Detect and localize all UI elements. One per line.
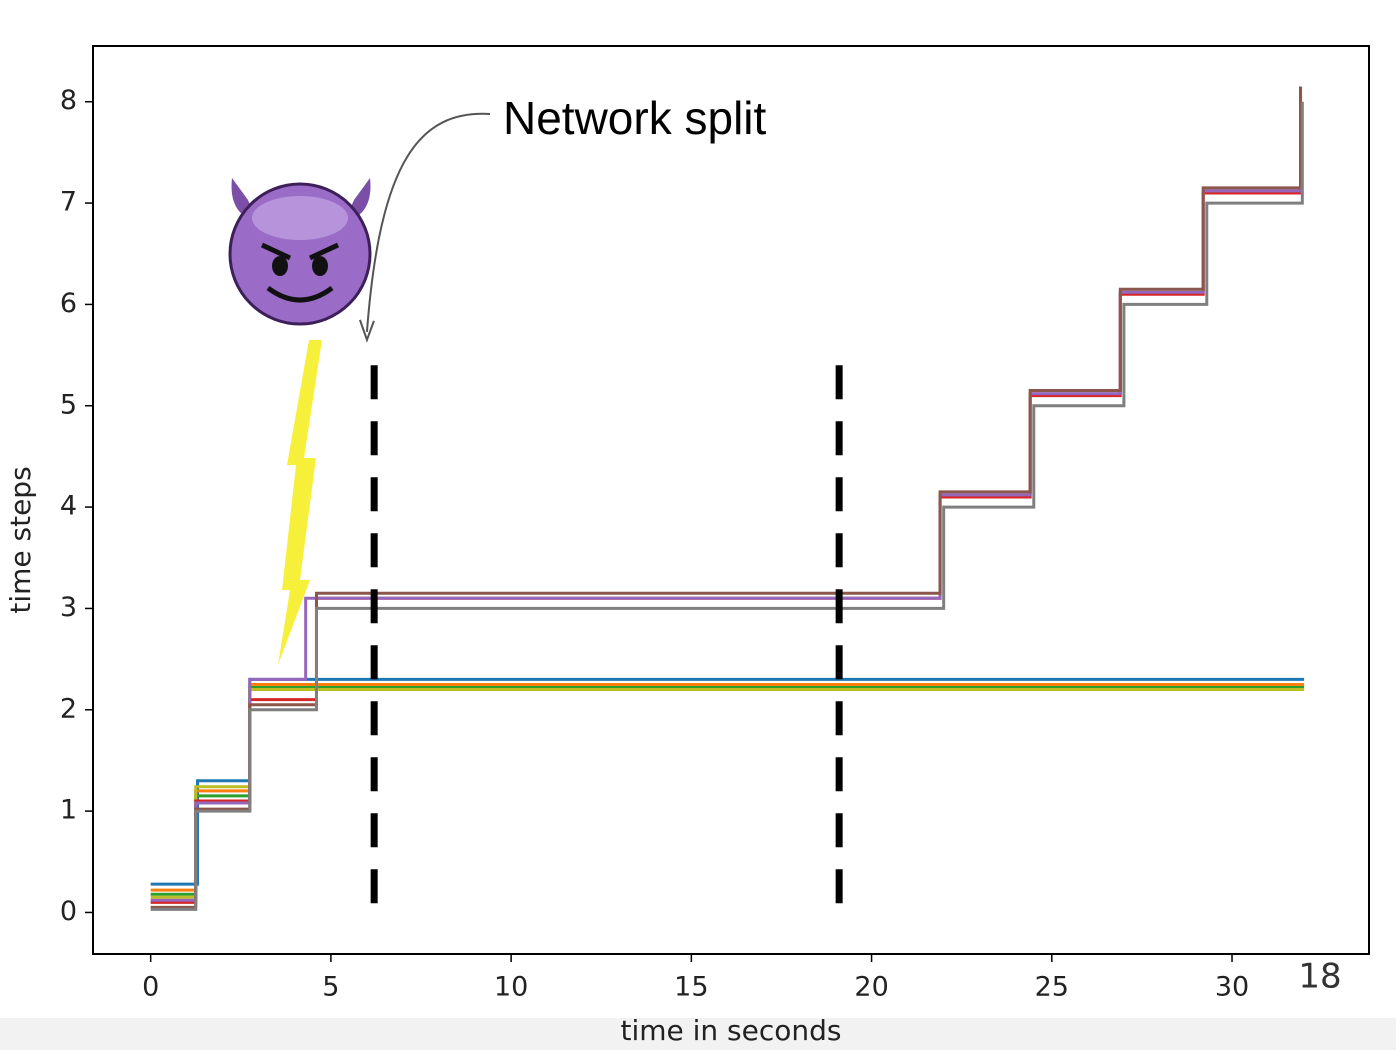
x-tick-label: 15 — [674, 972, 708, 1003]
annotation-arrowhead — [359, 319, 375, 343]
annotation-arrow — [365, 112, 491, 332]
y-tick-label: 3 — [60, 592, 77, 623]
y-tick-label: 6 — [60, 288, 77, 319]
y-axis-label: time steps — [4, 466, 37, 613]
step-line — [150, 682, 1305, 892]
devil-emoji — [228, 178, 372, 326]
page-number: 18 — [1298, 957, 1341, 997]
x-tick-label: 5 — [322, 972, 339, 1003]
y-tick-label: 4 — [60, 491, 77, 522]
x-tick-label: 20 — [854, 972, 888, 1003]
x-tick-label: 25 — [1035, 972, 1069, 1003]
lightning — [278, 340, 322, 665]
x-tick-label: 0 — [142, 972, 159, 1003]
step-line — [150, 685, 1305, 896]
y-tick-label: 7 — [60, 187, 77, 218]
step-line — [150, 101, 1304, 911]
step-line — [150, 677, 1305, 886]
x-axis-label: time in seconds — [620, 1014, 841, 1047]
x-tick-label: 10 — [494, 972, 528, 1003]
annotation-text: Network split — [503, 92, 767, 144]
footer-band — [0, 1018, 1396, 1050]
y-tick-label: 8 — [60, 85, 77, 116]
x-tick-label: 30 — [1215, 972, 1249, 1003]
step-line — [150, 86, 1303, 909]
y-tick-label: 1 — [60, 795, 77, 826]
plot-frame — [92, 45, 1370, 955]
y-tick-label: 2 — [60, 693, 77, 724]
y-tick-label: 5 — [60, 389, 77, 420]
y-tick-label: 0 — [60, 896, 77, 927]
step-line — [150, 688, 1305, 899]
